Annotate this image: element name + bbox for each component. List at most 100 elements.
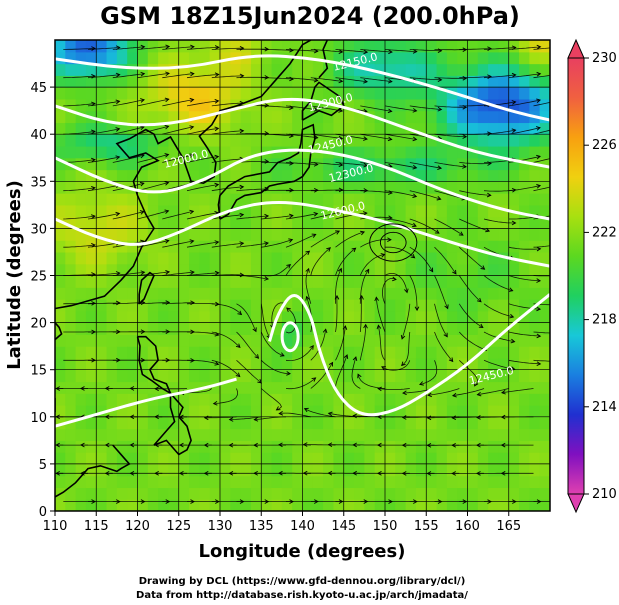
field-cell xyxy=(539,251,550,265)
field-cell xyxy=(519,346,530,359)
field-cell xyxy=(261,393,273,406)
field-cell xyxy=(220,357,231,371)
field-cell xyxy=(65,346,77,359)
field-cell xyxy=(158,440,170,453)
field-cell xyxy=(85,463,97,477)
field-cell xyxy=(312,275,324,288)
field-cell xyxy=(488,416,500,430)
field-cell xyxy=(539,393,550,406)
streamline-arrowhead xyxy=(536,154,541,160)
field-cell xyxy=(415,369,427,383)
field-cell xyxy=(436,381,448,394)
field-cell xyxy=(240,357,252,371)
streamline xyxy=(87,74,120,79)
field-cell xyxy=(343,63,355,76)
streamline-arrowhead xyxy=(278,442,283,448)
field-cell xyxy=(467,40,479,53)
field-cell xyxy=(75,416,87,430)
streamline-arrowhead xyxy=(536,98,542,103)
field-cell xyxy=(354,63,365,76)
field-cell xyxy=(488,40,500,53)
field-cell xyxy=(333,51,345,65)
streamline xyxy=(87,128,120,135)
colorbar-min-triangle xyxy=(567,493,585,514)
streamline-arrowhead xyxy=(337,267,343,273)
field-cell xyxy=(261,193,273,206)
field-cell xyxy=(106,169,118,182)
field-cell xyxy=(116,216,128,229)
field-cell xyxy=(354,310,365,324)
streamline xyxy=(360,77,392,82)
contour-line-12150 xyxy=(55,54,550,122)
field-cell xyxy=(106,98,118,112)
field-cell xyxy=(116,63,128,76)
field-cell xyxy=(446,452,458,465)
field-cell xyxy=(189,334,200,347)
field-cell xyxy=(85,322,97,335)
field-cell xyxy=(158,463,170,477)
field-cell xyxy=(457,63,469,76)
field-cell xyxy=(467,334,479,347)
streamline xyxy=(310,105,343,112)
field-cell xyxy=(323,499,335,511)
field-cell xyxy=(312,369,324,383)
field-cell xyxy=(385,487,396,500)
field-cell xyxy=(189,452,200,465)
streamline xyxy=(162,240,194,248)
field-cell xyxy=(158,263,170,277)
field-cell xyxy=(354,51,365,65)
field-cell xyxy=(457,499,469,511)
field-cell xyxy=(189,228,200,241)
field-cell xyxy=(436,193,448,206)
field-cell xyxy=(498,110,510,124)
field-cell xyxy=(323,487,335,500)
field-cell xyxy=(302,381,314,394)
field-cell xyxy=(405,334,417,347)
field-cell xyxy=(55,299,66,312)
streamline xyxy=(137,182,169,192)
field-cell xyxy=(189,240,200,253)
field-cell xyxy=(436,51,448,65)
field-cell xyxy=(55,110,66,124)
streamline xyxy=(359,324,367,361)
field-cell xyxy=(281,228,293,241)
field-cell xyxy=(312,134,324,147)
field-cell xyxy=(498,145,510,159)
field-cell xyxy=(539,287,550,300)
field-cell xyxy=(209,287,221,300)
x-tick-label: 120 xyxy=(125,519,150,534)
field-cell xyxy=(333,193,345,206)
streamline-arrowhead xyxy=(214,240,220,245)
field-cell xyxy=(127,228,139,241)
streamline-arrowhead xyxy=(427,392,432,398)
streamline xyxy=(533,186,550,192)
field-cell xyxy=(65,63,77,76)
field-cell xyxy=(498,87,510,100)
field-cell xyxy=(436,275,448,288)
field-cell xyxy=(467,346,479,359)
field-cell xyxy=(189,275,200,288)
field-cell xyxy=(498,463,510,477)
streamline-arrowhead xyxy=(313,77,319,83)
streamline xyxy=(360,239,391,248)
field-cell xyxy=(85,405,97,418)
field-cell xyxy=(127,40,139,53)
streamline-arrowhead xyxy=(412,49,418,54)
field-cell xyxy=(240,110,252,124)
field-cell xyxy=(477,110,489,124)
field-cell xyxy=(395,322,407,335)
field-cell xyxy=(364,181,376,194)
streamline-arrowhead xyxy=(189,153,195,158)
streamline-arrowhead xyxy=(90,157,96,163)
field-cell xyxy=(477,310,489,324)
field-cell xyxy=(96,263,108,277)
field-cell xyxy=(302,204,314,218)
streamline xyxy=(211,102,244,107)
field-cell xyxy=(333,145,345,159)
field-cell xyxy=(65,87,77,100)
field-cell xyxy=(436,240,448,253)
field-cell xyxy=(477,499,489,511)
field-cell xyxy=(385,322,396,335)
field-cell xyxy=(426,487,438,500)
streamline xyxy=(335,268,342,304)
